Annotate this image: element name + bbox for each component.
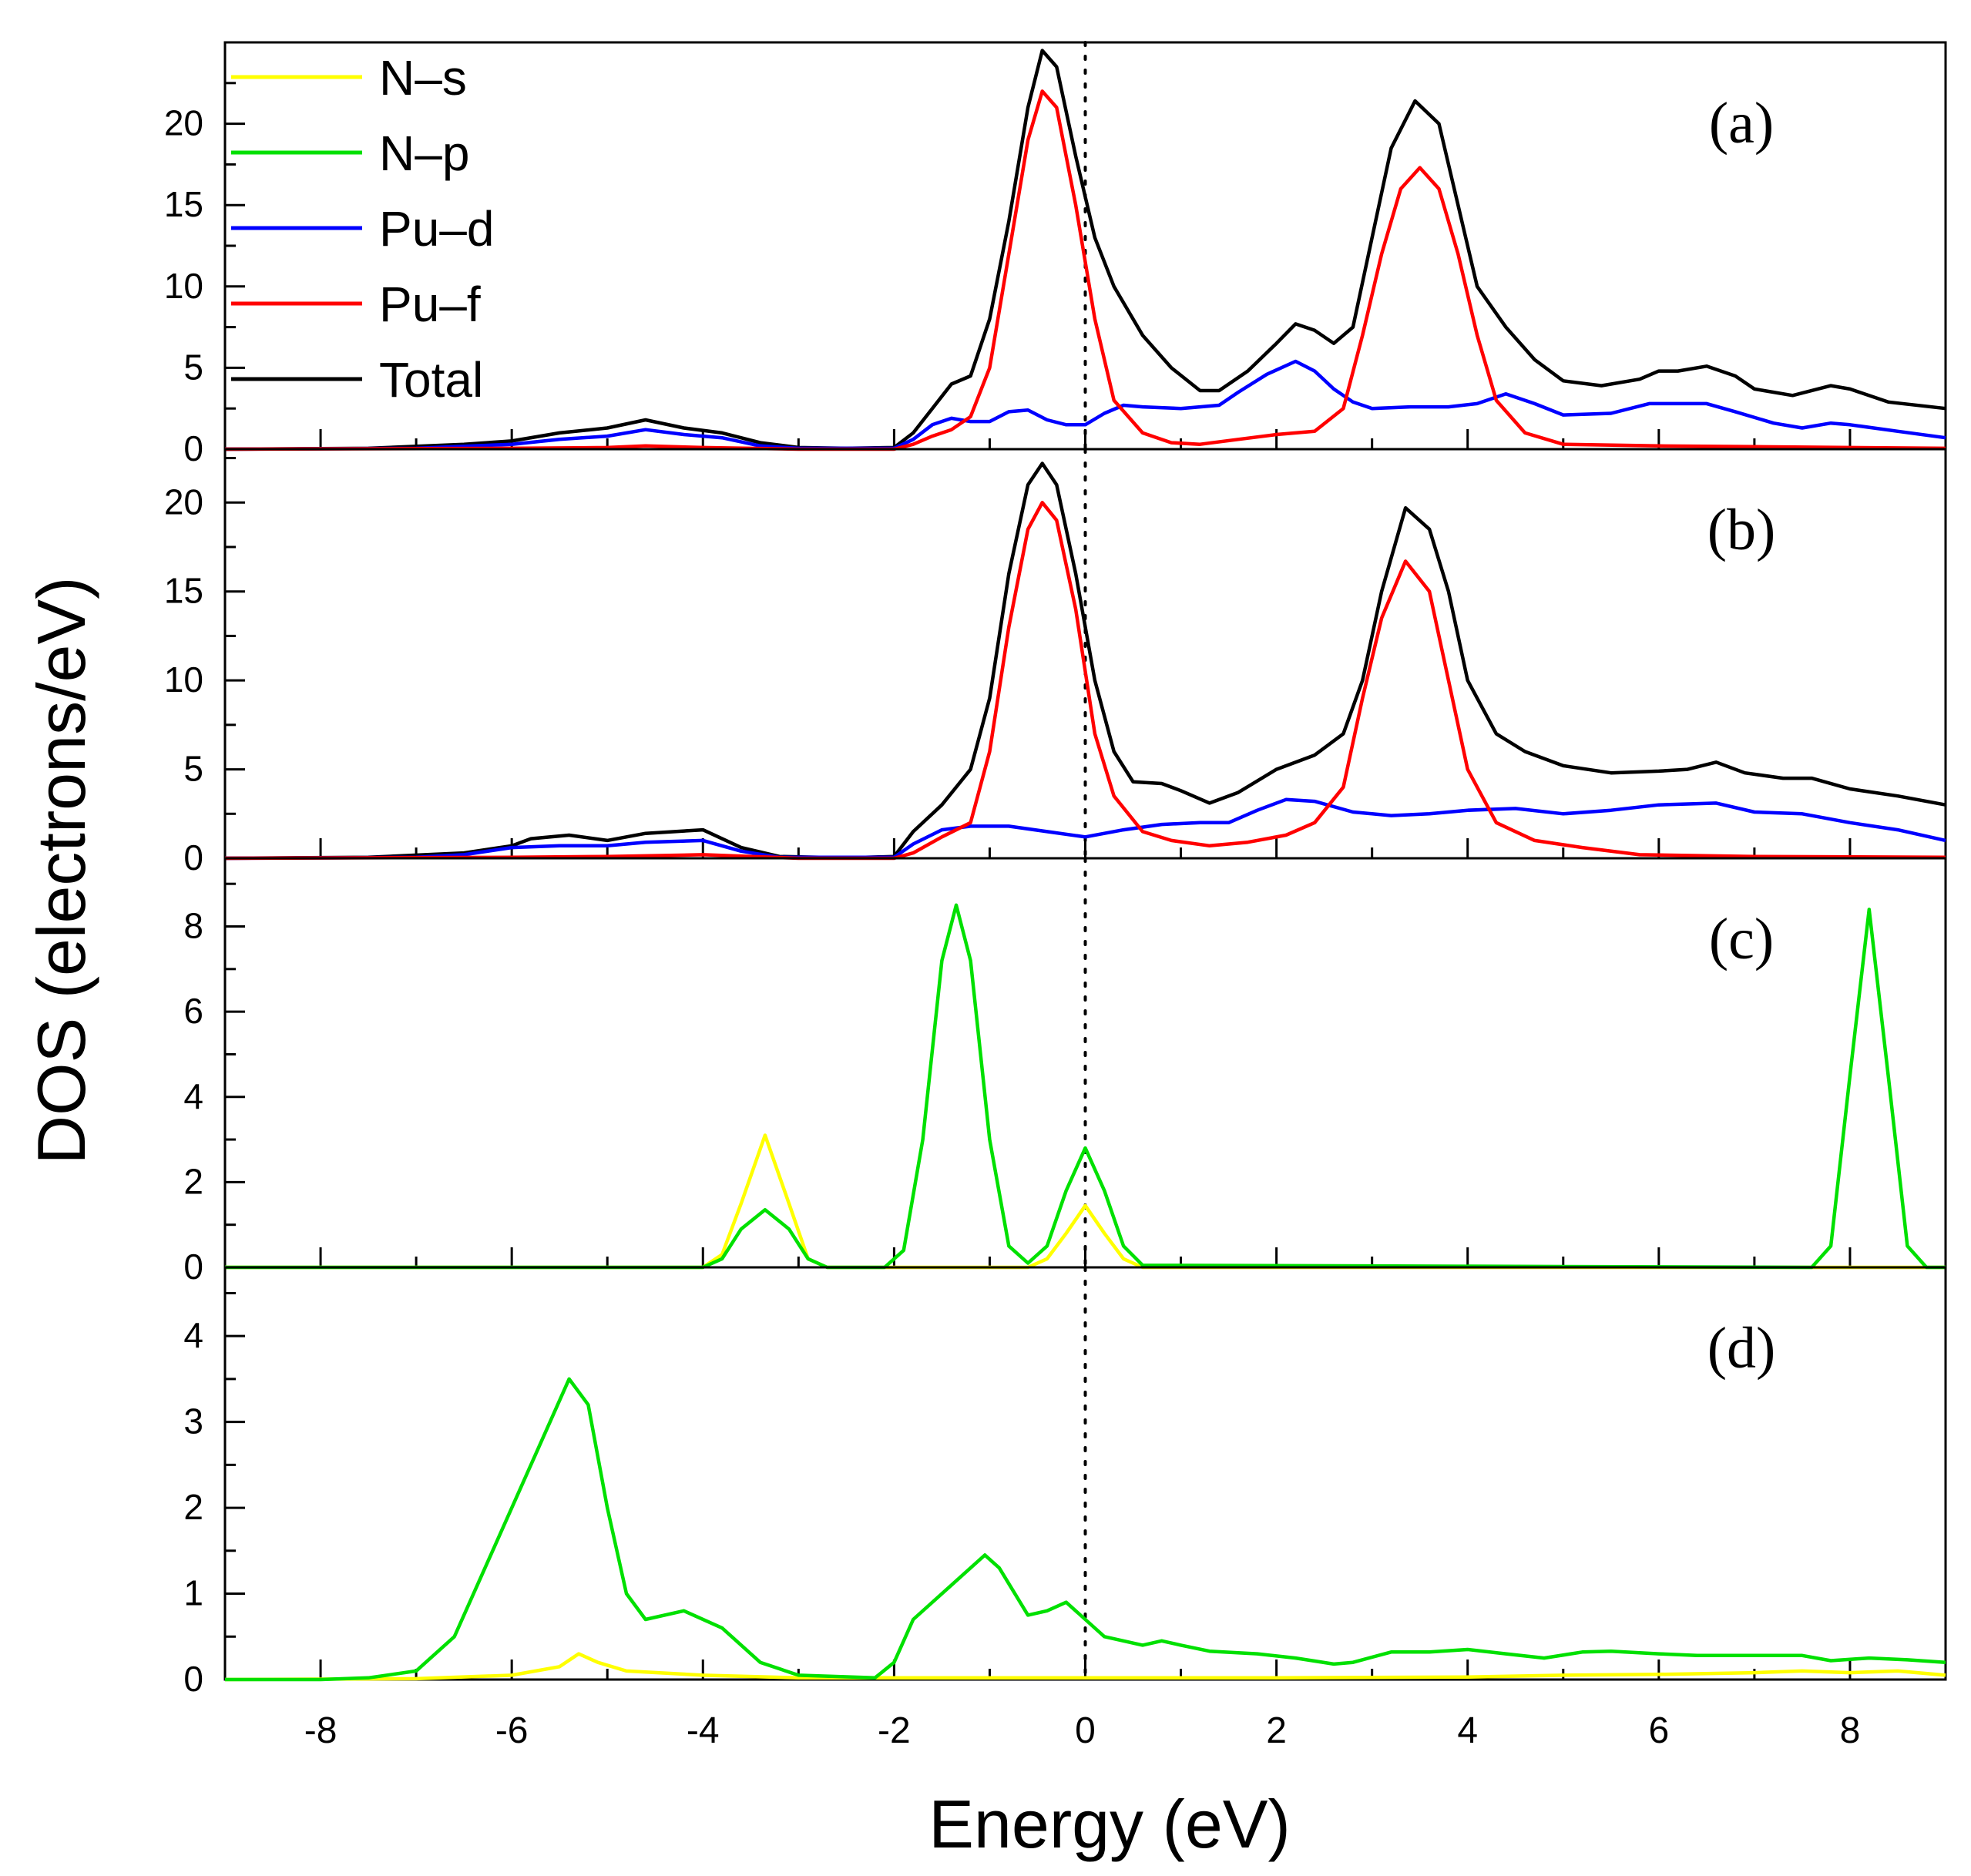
series-line-pu-d [224,359,1946,451]
y-tick-label: 2 [183,1161,203,1201]
y-axis-label: DOS (electrons/eV) [23,577,99,1165]
y-tick-label: 20 [164,482,203,522]
series-line-total [224,461,1946,861]
legend-label: Total [379,352,483,408]
x-tick-label: 0 [1075,1710,1096,1751]
y-tick-label: 0 [183,1247,203,1287]
panel-c: 0 2 4 6 8 (c) [183,857,1947,1287]
y-tick-label: 0 [183,1659,203,1699]
y-tick-label: 1 [183,1573,203,1613]
x-tick-label: -2 [878,1710,911,1751]
legend-label: N–p [379,126,469,181]
y-tick-label: 15 [164,571,203,611]
x-tick-label: 6 [1648,1710,1669,1751]
series-line-pu-f [224,501,1946,861]
series-line-n-p [225,903,1946,1270]
y-tick-label: 10 [164,266,203,306]
y-tick-label: 0 [183,428,203,468]
x-tick-label: 4 [1457,1710,1478,1751]
panel-b: 0 5 10 15 20 (b) [164,448,1947,878]
panel-label: (b) [1707,498,1776,562]
x-tick-label: -6 [495,1710,529,1751]
series-line-pu-d [224,797,1946,861]
x-tick-label: -4 [687,1710,720,1751]
x-tick-label: -8 [304,1710,337,1751]
x-axis-label: Energy (eV) [928,1786,1291,1862]
y-tick-label: 2 [183,1487,203,1527]
legend-label: Pu–d [379,201,494,257]
legend-label: Pu–f [379,277,481,332]
panel-label: (a) [1709,91,1774,156]
y-tick-label: 15 [164,184,203,224]
panel-d: 0 1 2 3 4 (d) [183,1266,1947,1699]
series-line-total [224,49,1946,451]
x-tick-label: 2 [1266,1710,1287,1751]
y-tick-label: 5 [183,749,203,789]
y-tick-label: 10 [164,659,203,700]
series-line-pu-f [224,89,1946,451]
panel-label: (c) [1709,907,1774,972]
series-line-n-s [224,1652,1946,1682]
y-tick-label: 20 [164,103,203,143]
y-tick-label: 4 [183,1315,203,1355]
panel-a: 0 5 10 15 20 (a) [164,41,1947,468]
y-tick-label: 3 [183,1401,203,1441]
y-tick-label: 0 [183,837,203,878]
y-tick-label: 6 [183,991,203,1031]
y-tick-label: 4 [183,1076,203,1116]
x-tick-label: 8 [1840,1710,1861,1751]
y-tick-label: 5 [183,347,203,387]
panel-label: (d) [1707,1316,1776,1381]
legend-label: N–s [379,50,467,106]
y-tick-label: 8 [183,906,203,946]
series-line-n-p [225,1377,1946,1682]
